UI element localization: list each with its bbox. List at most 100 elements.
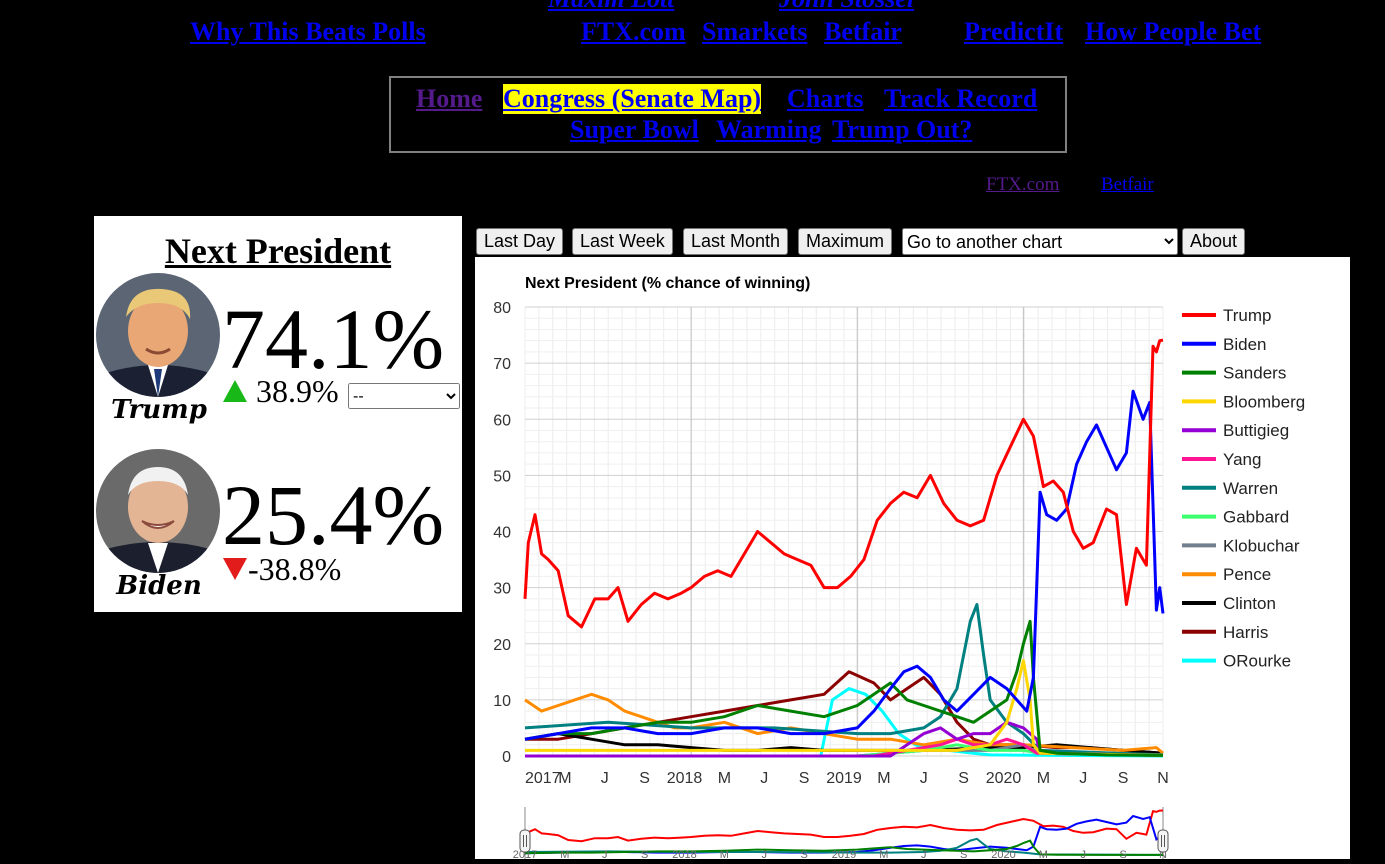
series-line-bloomberg (525, 659, 1164, 757)
y-tick-label: 50 (493, 468, 511, 485)
y-tick-label: 0 (502, 749, 511, 766)
nav-home[interactable]: Home (416, 84, 483, 113)
legend-label-clinton[interactable]: Clinton (1223, 594, 1276, 613)
legend-label-biden[interactable]: Biden (1223, 335, 1266, 354)
y-tick-label: 70 (493, 356, 511, 373)
biden-percent: 25.4% (222, 467, 445, 563)
biden-name: Biden (116, 571, 202, 601)
legend-label-gabbard[interactable]: Gabbard (1223, 508, 1289, 527)
line-chart[interactable]: Next President (% chance of winning) 0 10… (475, 257, 1350, 861)
y-tick-label: 80 (493, 300, 511, 317)
chart-area[interactable]: Next President (% chance of winning) 0 10… (475, 257, 1350, 861)
y-tick-label: 40 (493, 525, 511, 542)
legend-label-pence[interactable]: Pence (1223, 565, 1271, 584)
series-line-sanders (524, 619, 1164, 757)
source-link-betfair[interactable]: Betfair (1101, 174, 1154, 195)
x-tick-label: J (920, 770, 928, 787)
navigator-tick-label: M (879, 849, 888, 859)
navigator-tick-label: M (1039, 849, 1048, 859)
partial-link-john-stossel[interactable]: John Stossel (779, 0, 914, 14)
x-tick-label: N (1157, 770, 1169, 787)
x-tick-label: M (877, 770, 890, 787)
down-arrow-icon (223, 558, 247, 580)
trump-change: 38.9% (256, 373, 339, 409)
next-president-panel: Next President Trump 74.1% 38.9% -- Bide… (94, 216, 462, 612)
trump-avatar (96, 273, 220, 397)
y-tick-label: 20 (493, 637, 511, 654)
x-tick-label: S (799, 770, 810, 787)
legend-label-harris[interactable]: Harris (1223, 623, 1268, 642)
legend-label-warren[interactable]: Warren (1223, 479, 1278, 498)
x-tick-label: S (1118, 770, 1129, 787)
nav-trump-out[interactable]: Trump Out? (832, 115, 973, 144)
x-tick-label: M (558, 770, 571, 787)
navigator-line-biden (524, 814, 1164, 855)
maximum-button[interactable]: Maximum (798, 228, 893, 255)
link-how-people-bet[interactable]: How People Bet (1085, 17, 1262, 46)
navigator-line-warren (524, 837, 1164, 856)
nav-congress[interactable]: Congress (Senate Map) (503, 84, 762, 114)
nav-warming[interactable]: Warming (716, 115, 822, 144)
legend-label-trump[interactable]: Trump (1223, 306, 1272, 325)
navigator-tick-label: J (921, 849, 927, 859)
source-link-ftx[interactable]: FTX.com (986, 174, 1060, 195)
navigator-handle-right[interactable] (1157, 829, 1169, 853)
navigator-tick-label: S (960, 849, 967, 859)
main-nav: Home Congress (Senate Map) Charts Track … (389, 76, 1067, 153)
y-tick-label: 60 (493, 412, 511, 429)
legend-label-yang[interactable]: Yang (1223, 450, 1261, 469)
link-ftx-top[interactable]: FTX.com (581, 17, 686, 46)
y-tick-label: 30 (493, 581, 511, 598)
nav-track-record[interactable]: Track Record (884, 84, 1038, 113)
link-betfair-top[interactable]: Betfair (824, 17, 902, 46)
navigator-tick-label: S (641, 849, 648, 859)
go-to-chart-select[interactable]: Go to another chart (902, 228, 1178, 255)
navigator-line-sanders (524, 839, 1163, 856)
x-tick-label: S (639, 770, 650, 787)
x-tick-label: 2018 (667, 770, 703, 787)
last-month-button[interactable]: Last Month (683, 228, 789, 255)
legend-label-sanders[interactable]: Sanders (1223, 364, 1286, 383)
candidate-select[interactable]: -- (348, 383, 460, 409)
navigator-tick-label: 2020 (991, 849, 1015, 859)
navigator-tick-label: N (1159, 849, 1167, 859)
nav-super-bowl[interactable]: Super Bowl (570, 115, 699, 144)
link-smarkets[interactable]: Smarkets (702, 17, 808, 46)
up-arrow-icon (223, 380, 247, 402)
navigator-tick-label: J (602, 849, 608, 859)
navigator-tick-label: 2018 (672, 849, 696, 859)
last-week-button[interactable]: Last Week (572, 228, 673, 255)
navigator-tick-label: J (1081, 849, 1087, 859)
x-tick-label: 2017 (525, 770, 561, 787)
link-predictit[interactable]: PredictIt (964, 17, 1064, 46)
series-line-trump (523, 338, 1164, 629)
nav-charts[interactable]: Charts (787, 84, 864, 113)
panel-title: Next President (164, 231, 392, 271)
partial-link-maxim-lott[interactable]: Maxim Lott (548, 0, 674, 14)
x-tick-label: J (760, 770, 768, 787)
biden-avatar (96, 449, 220, 573)
legend-label-bloomberg[interactable]: Bloomberg (1223, 392, 1305, 411)
navigator-tick-label: J (762, 849, 768, 859)
chart-title: Next President (% chance of winning) (525, 275, 810, 292)
legend-label-klobuchar[interactable]: Klobuchar (1223, 536, 1300, 555)
legend-label-buttigieg[interactable]: Buttigieg (1223, 421, 1289, 440)
navigator-tick-label: S (800, 849, 807, 859)
legend-label-orourke[interactable]: ORourke (1223, 652, 1291, 671)
series-line-biden (524, 389, 1165, 741)
link-why-this-beats-polls[interactable]: Why This Beats Polls (190, 17, 426, 46)
series-line-orourke (525, 687, 1164, 758)
navigator-tick-label: 2017 (513, 849, 537, 859)
trump-percent: 74.1% (222, 291, 445, 387)
navigator-tick-label: S (1119, 849, 1126, 859)
last-day-button[interactable]: Last Day (476, 228, 564, 255)
series-line-buttigieg (525, 720, 1164, 758)
y-tick-label: 10 (493, 693, 511, 710)
x-tick-label: 2019 (826, 770, 862, 787)
biden-change: -38.8% (248, 551, 342, 587)
navigator-handle-left[interactable] (519, 829, 531, 853)
about-button[interactable]: About (1182, 228, 1246, 255)
x-tick-label: 2020 (986, 770, 1022, 787)
trump-name: Trump (111, 395, 207, 425)
navigator-tick-label: 2019 (832, 849, 856, 859)
